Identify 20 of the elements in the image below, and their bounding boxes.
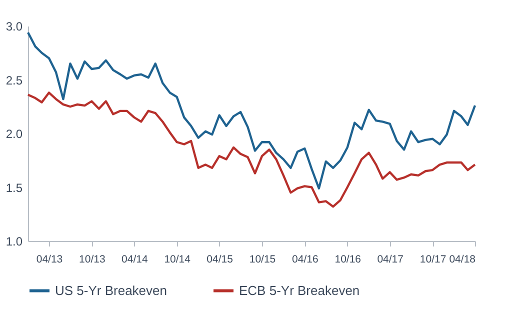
y-tick-label: 2.0 bbox=[6, 127, 23, 141]
x-tick-label: 10/15 bbox=[249, 254, 276, 266]
y-tick-label: 2.5 bbox=[6, 73, 23, 88]
x-tick-label: 10/14 bbox=[164, 254, 191, 266]
x-tick-label: 04/13 bbox=[36, 254, 63, 266]
x-tick-label: 04/16 bbox=[292, 254, 318, 266]
x-tick-label: 04/17 bbox=[377, 254, 404, 266]
x-tick-label: 10/17 bbox=[420, 254, 446, 266]
y-tick-label: 3.0 bbox=[6, 20, 23, 34]
line-series bbox=[26, 92, 476, 208]
x-tick-label: 04/18 bbox=[449, 254, 476, 266]
line-series bbox=[26, 31, 476, 190]
x-tick-label: 04/15 bbox=[206, 254, 234, 266]
legend-label: ECB 5-Yr Breakeven bbox=[239, 282, 360, 298]
x-tick-label: 10/13 bbox=[79, 254, 106, 266]
legend-label: US 5-Yr Breakeven bbox=[55, 282, 167, 298]
y-tick-label: 1.5 bbox=[6, 180, 23, 195]
x-tick-label: 04/14 bbox=[122, 254, 148, 266]
x-tick-label: 10/16 bbox=[334, 254, 362, 266]
y-tick-label: 1.0 bbox=[6, 234, 23, 248]
